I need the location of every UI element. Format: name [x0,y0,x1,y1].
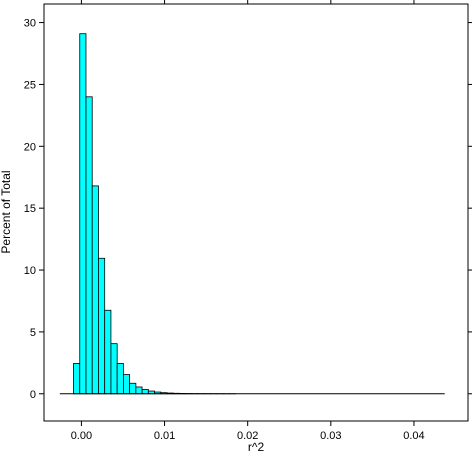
histogram-bar [116,363,124,395]
histogram-bar [91,185,99,395]
x-tick-label: 0.01 [154,430,175,442]
y-tick-label: 10 [24,265,36,277]
x-axis-label: r^2 [248,440,265,454]
y-tick-label: 20 [24,141,36,153]
x-tick-label: 0.04 [403,430,424,442]
x-tick-label: 0.02 [237,430,258,442]
y-axis-label: Percent of Total [0,170,13,253]
x-tick-label: 0.00 [71,430,92,442]
y-tick-label: 15 [24,203,36,215]
plot-frame [43,3,469,422]
histogram-bar [98,257,106,395]
y-tick-label: 0 [30,389,36,401]
histogram-bar [135,386,143,395]
histogram-bar [73,363,81,395]
histogram-bar [129,382,137,395]
histogram-bars [73,33,237,395]
histogram-bar [122,374,131,395]
y-tick-label: 25 [24,79,36,91]
axis-ticks: 0.00 0.01 0.02 0.03 0.04 0 5 10 15 20 25 30 [24,0,472,442]
histogram-bar [79,33,87,395]
y-tick-label: 30 [24,18,36,30]
histogram-bar [110,343,118,395]
histogram-bar [141,389,149,395]
x-tick-label: 0.03 [320,430,341,442]
histogram-bar [104,309,112,395]
histogram-bar [85,96,93,395]
y-tick-label: 5 [30,327,36,339]
